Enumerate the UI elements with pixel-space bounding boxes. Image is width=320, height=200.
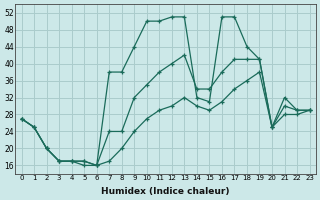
X-axis label: Humidex (Indice chaleur): Humidex (Indice chaleur): [101, 187, 230, 196]
